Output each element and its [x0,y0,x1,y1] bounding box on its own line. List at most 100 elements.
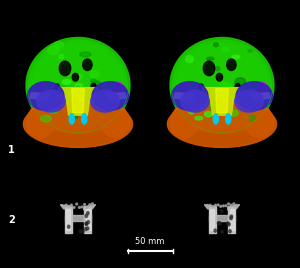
Polygon shape [228,204,240,210]
Ellipse shape [87,211,89,215]
Ellipse shape [226,114,231,124]
Ellipse shape [215,66,220,71]
Ellipse shape [207,57,214,60]
Ellipse shape [58,54,64,59]
Ellipse shape [76,203,78,205]
Polygon shape [208,207,216,233]
Ellipse shape [216,73,223,81]
Ellipse shape [230,204,232,206]
Ellipse shape [213,114,218,124]
Ellipse shape [91,79,97,84]
Ellipse shape [236,82,272,110]
Ellipse shape [80,52,91,57]
Polygon shape [60,204,72,210]
Ellipse shape [203,61,215,76]
Ellipse shape [101,100,108,104]
Ellipse shape [180,84,189,91]
Ellipse shape [40,115,51,122]
Ellipse shape [245,106,274,137]
Polygon shape [67,209,70,230]
Polygon shape [174,93,194,100]
Ellipse shape [232,55,240,59]
Polygon shape [175,109,269,131]
Ellipse shape [230,110,238,116]
Ellipse shape [217,204,219,206]
Polygon shape [250,93,270,100]
Ellipse shape [72,73,79,81]
Polygon shape [230,209,233,230]
Ellipse shape [49,107,58,113]
Ellipse shape [170,38,274,134]
Ellipse shape [220,209,223,213]
Ellipse shape [113,82,124,98]
Ellipse shape [226,222,229,225]
Ellipse shape [52,91,63,97]
Ellipse shape [233,203,235,205]
Ellipse shape [48,46,59,55]
Ellipse shape [53,97,60,101]
Ellipse shape [75,87,80,91]
Polygon shape [208,215,236,221]
Ellipse shape [101,106,130,137]
Ellipse shape [93,87,96,89]
Ellipse shape [94,87,102,92]
Ellipse shape [229,230,231,233]
Polygon shape [84,204,96,210]
Polygon shape [72,89,84,113]
Polygon shape [204,204,216,210]
Ellipse shape [228,203,230,205]
Ellipse shape [228,96,235,99]
Ellipse shape [82,114,87,124]
Ellipse shape [54,42,63,48]
Ellipse shape [65,204,67,206]
Ellipse shape [214,204,216,206]
Polygon shape [106,93,126,100]
Ellipse shape [167,101,277,147]
Ellipse shape [28,40,127,131]
Ellipse shape [172,82,208,110]
Ellipse shape [92,81,101,88]
Ellipse shape [235,88,244,94]
Ellipse shape [85,222,88,225]
Ellipse shape [172,40,272,131]
Ellipse shape [85,228,87,231]
Ellipse shape [170,106,199,137]
Ellipse shape [55,84,59,89]
Ellipse shape [59,87,68,92]
Text: 2: 2 [8,215,15,225]
Ellipse shape [225,205,227,207]
Ellipse shape [86,227,89,230]
Ellipse shape [235,78,246,87]
Ellipse shape [176,43,268,128]
Ellipse shape [95,102,99,104]
Ellipse shape [77,74,82,79]
Polygon shape [64,215,92,221]
Ellipse shape [79,230,81,233]
Ellipse shape [212,206,214,208]
Ellipse shape [91,90,119,112]
Ellipse shape [68,205,70,207]
Ellipse shape [230,215,233,218]
Ellipse shape [75,84,83,88]
Ellipse shape [82,230,84,233]
Polygon shape [31,109,125,131]
Ellipse shape [188,108,195,114]
Ellipse shape [235,90,263,112]
Ellipse shape [211,104,214,107]
Ellipse shape [235,83,240,90]
Ellipse shape [219,81,224,86]
Ellipse shape [68,225,70,228]
Ellipse shape [256,91,259,94]
Ellipse shape [63,206,64,208]
Ellipse shape [92,203,93,205]
Polygon shape [58,88,98,115]
Ellipse shape [70,204,72,206]
Ellipse shape [207,204,208,206]
Ellipse shape [73,105,78,109]
Ellipse shape [209,204,211,206]
Polygon shape [64,207,72,233]
Ellipse shape [222,47,230,51]
Text: 50 mm: 50 mm [135,237,165,245]
Ellipse shape [216,111,224,114]
Ellipse shape [249,115,255,121]
